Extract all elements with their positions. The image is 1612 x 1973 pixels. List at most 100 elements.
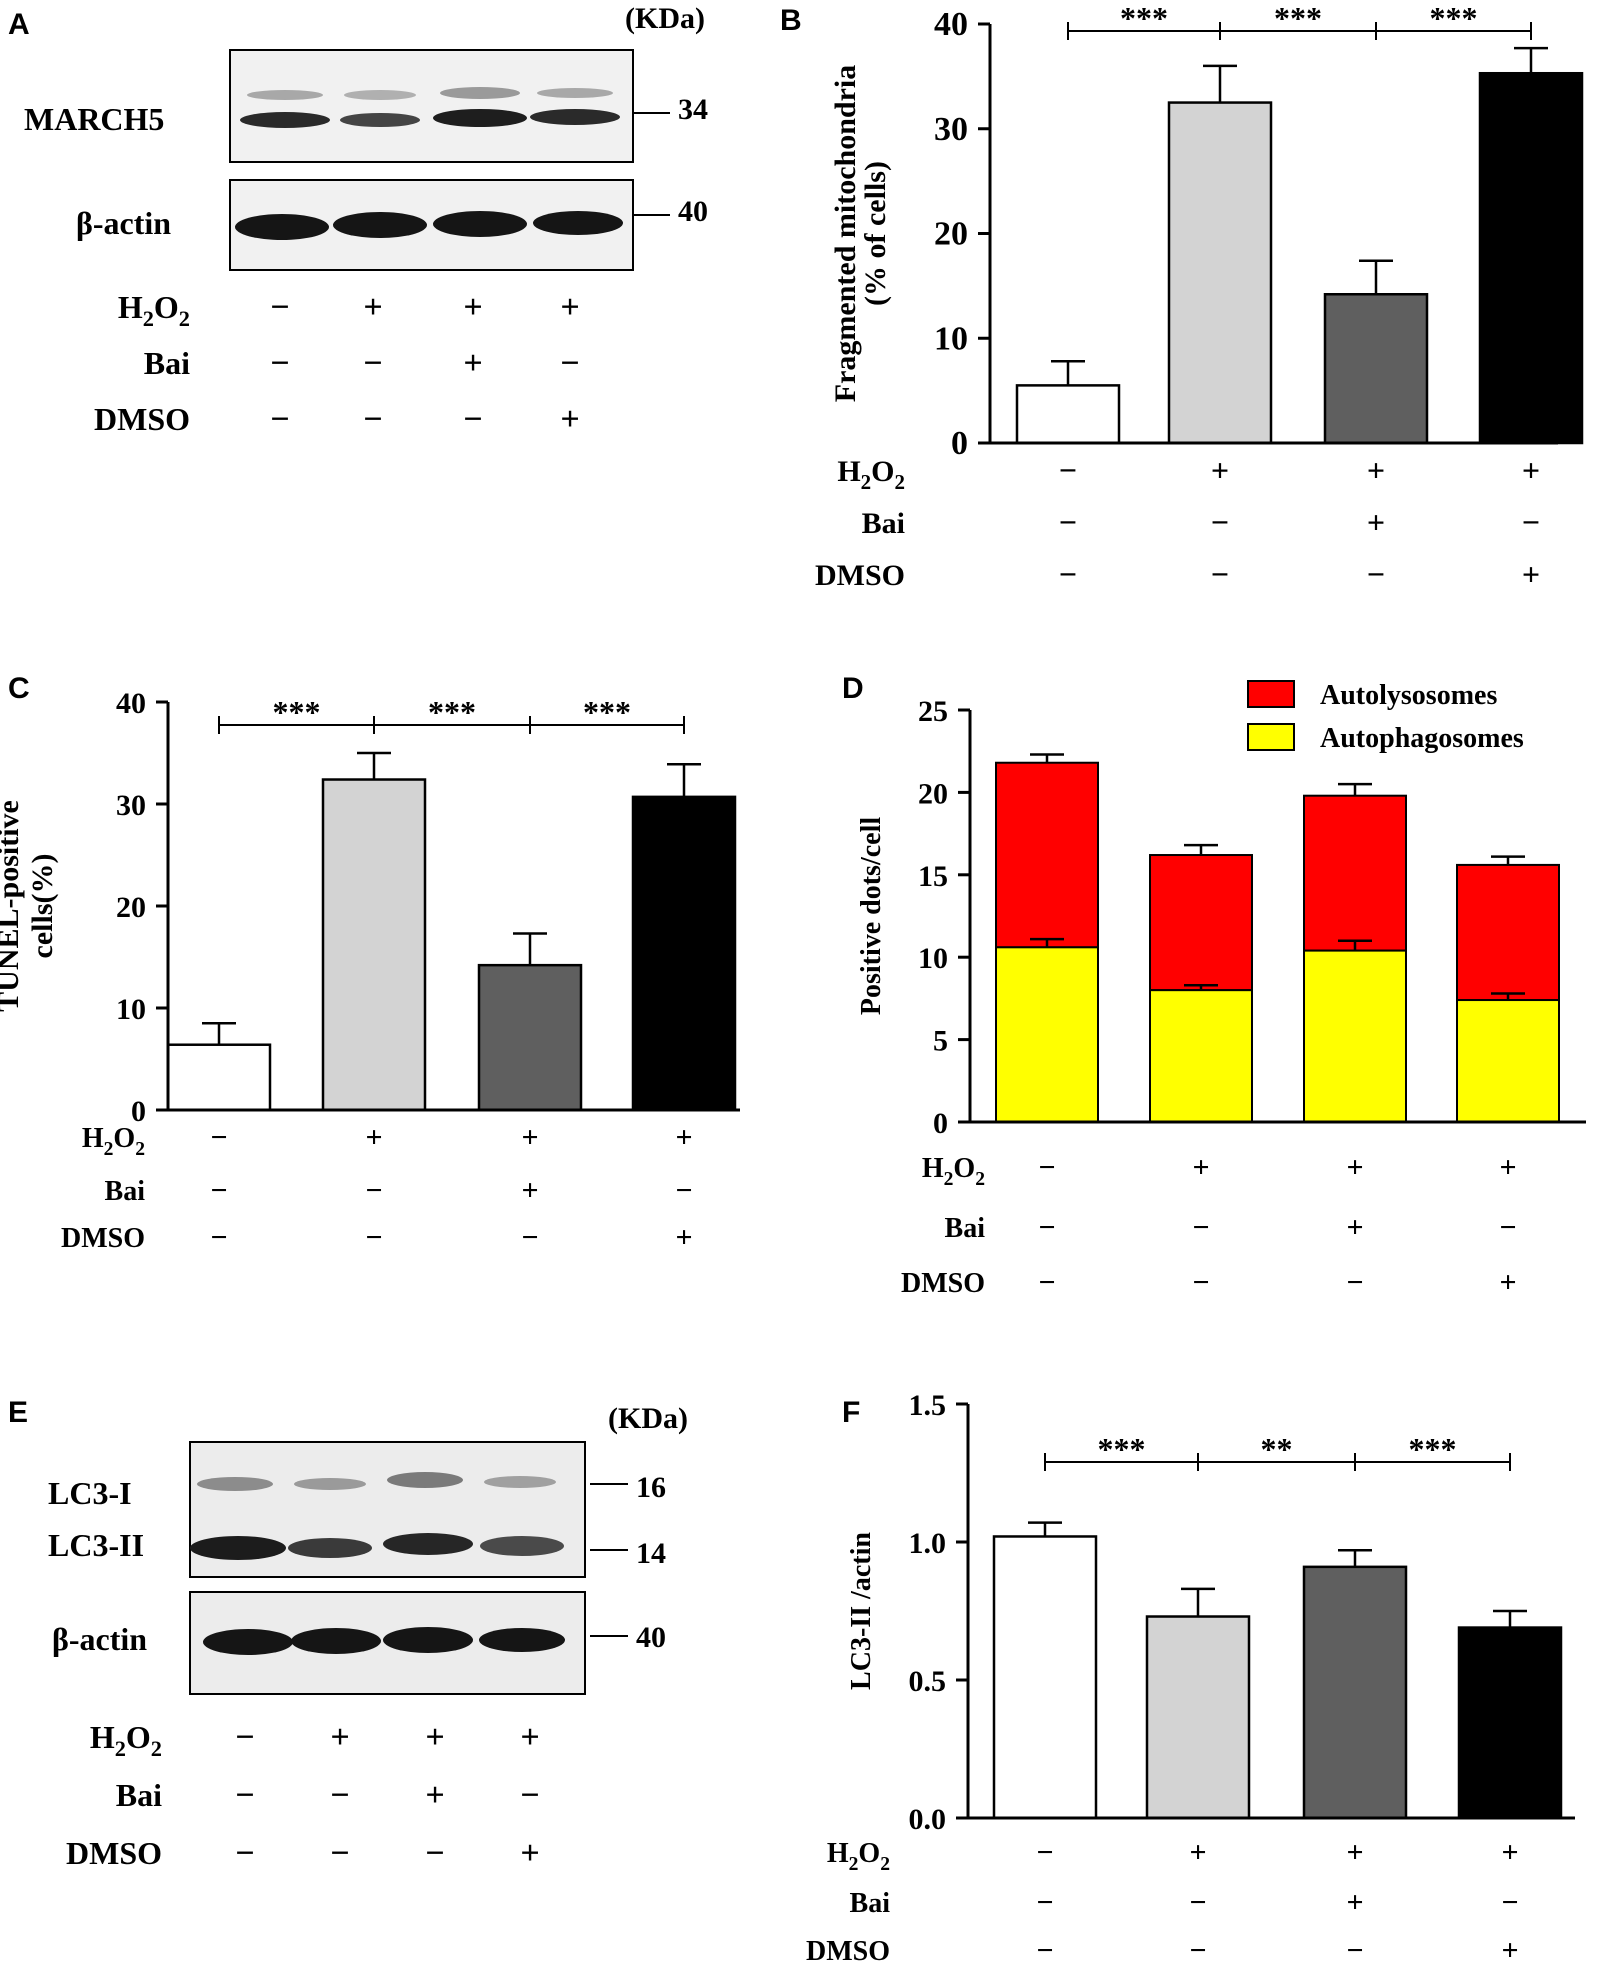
bar bbox=[1145, 1615, 1251, 1820]
condition-symbol: − bbox=[1036, 1836, 1053, 1869]
bar-segment-autolysosomes bbox=[1456, 863, 1560, 1002]
condition-symbol: + bbox=[1522, 452, 1540, 488]
bar bbox=[477, 963, 583, 1112]
condition-row-label: H2O2 bbox=[118, 289, 190, 331]
blot-frame bbox=[229, 49, 634, 163]
y-tick-label: 1.0 bbox=[909, 1527, 947, 1560]
condition-row-label: DMSO bbox=[815, 559, 905, 592]
y-tick-label: 10 bbox=[116, 993, 146, 1026]
condition-symbol: + bbox=[425, 1777, 444, 1814]
kda-unit-a: (KDa) bbox=[625, 2, 705, 35]
condition-symbol: − bbox=[1346, 1266, 1363, 1299]
significance-label: *** bbox=[1430, 0, 1478, 36]
condition-symbol: − bbox=[210, 1121, 227, 1154]
condition-row-label: DMSO bbox=[806, 1936, 890, 1967]
blot-band bbox=[288, 1538, 372, 1558]
y-tick-label: 20 bbox=[918, 777, 948, 810]
chart-positive-dots: 0 5 10 15 20 25 Positive dots/cell bbox=[856, 695, 1586, 1140]
blot-band bbox=[291, 1628, 381, 1654]
condition-symbol: − bbox=[210, 1174, 227, 1207]
blot-band bbox=[383, 1533, 473, 1555]
y-axis-label: LC3-II /actin bbox=[846, 1532, 877, 1690]
condition-symbol: + bbox=[1499, 1151, 1516, 1184]
y-tick-label: 10 bbox=[918, 942, 948, 975]
significance-label: *** bbox=[273, 694, 321, 730]
protein-label: LC3-II bbox=[48, 1527, 144, 1563]
blot-band-faint bbox=[440, 87, 520, 99]
condition-row-label: Bai bbox=[116, 1777, 162, 1813]
bar bbox=[1302, 1565, 1408, 1820]
blot-beta-actin-a: β-actin 40 bbox=[76, 179, 708, 271]
condition-symbol: − bbox=[210, 1221, 227, 1254]
condition-symbol: + bbox=[560, 289, 579, 326]
blot-band bbox=[197, 1477, 273, 1491]
condition-symbol: − bbox=[365, 1221, 382, 1254]
kda-marker: 40 bbox=[678, 195, 708, 228]
condition-symbol: − bbox=[1036, 1934, 1053, 1967]
blot-band bbox=[333, 212, 427, 238]
y-tick-label: 0 bbox=[933, 1107, 948, 1140]
condition-table-e: H2O2 − + + + Bai − − + − DMSO − − − + bbox=[66, 1719, 540, 1872]
significance-label: *** bbox=[583, 694, 631, 730]
condition-symbol: − bbox=[1499, 1211, 1516, 1244]
bar bbox=[166, 1043, 272, 1112]
condition-symbol: + bbox=[1346, 1211, 1363, 1244]
condition-symbol: + bbox=[1499, 1266, 1516, 1299]
blot-band bbox=[240, 112, 330, 128]
condition-symbol: − bbox=[1189, 1886, 1206, 1919]
blot-band-faint bbox=[344, 90, 416, 100]
condition-symbol: − bbox=[521, 1221, 538, 1254]
condition-symbol: + bbox=[1346, 1151, 1363, 1184]
condition-row-label: Bai bbox=[862, 507, 905, 540]
y-tick-label: 30 bbox=[934, 111, 968, 148]
condition-table-c: H2O2 − + + + Bai − − + − DMSO − − − + bbox=[61, 1121, 693, 1254]
condition-symbol: − bbox=[1189, 1934, 1206, 1967]
y-tick-label: 0 bbox=[951, 425, 968, 462]
protein-label: β-actin bbox=[76, 205, 171, 241]
blot-band bbox=[387, 1472, 463, 1488]
bar-segment-autolysosomes bbox=[995, 761, 1099, 949]
y-axis-label: TUNEL-positive bbox=[0, 800, 25, 1012]
condition-symbol: − bbox=[365, 1174, 382, 1207]
condition-row-label: DMSO bbox=[61, 1223, 145, 1254]
condition-symbol: − bbox=[363, 401, 382, 438]
condition-row-label: H2O2 bbox=[837, 455, 905, 494]
condition-row-label: DMSO bbox=[94, 401, 190, 437]
condition-symbol: − bbox=[675, 1174, 692, 1207]
y-axis-label: cells(%) bbox=[26, 854, 59, 959]
condition-symbol: + bbox=[425, 1719, 444, 1756]
condition-row-label: Bai bbox=[105, 1176, 146, 1207]
y-tick-label: 0.0 bbox=[909, 1803, 947, 1836]
significance-label: *** bbox=[1098, 1431, 1146, 1467]
blot-band bbox=[484, 1476, 556, 1488]
condition-symbol: − bbox=[1346, 1934, 1363, 1967]
protein-label: MARCH5 bbox=[24, 101, 164, 137]
bar bbox=[1015, 384, 1121, 445]
bar bbox=[1323, 293, 1429, 445]
bar bbox=[631, 795, 737, 1112]
y-tick-label: 1.5 bbox=[909, 1389, 947, 1422]
condition-table-d: H2O2 − + + + Bai − − + − DMSO − − − + bbox=[901, 1151, 1517, 1299]
y-tick-label: 40 bbox=[116, 687, 146, 720]
condition-symbol: − bbox=[270, 401, 289, 438]
blot-band bbox=[383, 1627, 473, 1653]
condition-row-label: Bai bbox=[144, 345, 190, 381]
significance-label: ** bbox=[1261, 1431, 1293, 1467]
y-axis-label: Fragmented mitochondria bbox=[829, 65, 862, 402]
condition-symbol: − bbox=[425, 1835, 444, 1872]
condition-row-label: DMSO bbox=[901, 1268, 985, 1299]
condition-table-b: H2O2 − + + + Bai − − + − DMSO − − − + bbox=[815, 452, 1540, 592]
condition-symbol: + bbox=[330, 1719, 349, 1756]
condition-symbol: − bbox=[1059, 504, 1077, 540]
condition-symbol: − bbox=[1059, 556, 1077, 592]
kda-marker: 40 bbox=[636, 1621, 666, 1654]
panel-letter-a: A bbox=[8, 8, 30, 41]
protein-label: LC3-I bbox=[48, 1475, 132, 1511]
y-tick-label: 25 bbox=[918, 695, 948, 728]
condition-symbol: − bbox=[1038, 1266, 1055, 1299]
kda-unit-e: (KDa) bbox=[608, 1402, 688, 1435]
chart-fragmented-mitochondria: 0 10 20 30 40 Fragmented mitochondria(% of ce… bbox=[829, 0, 1584, 462]
bar bbox=[1167, 101, 1273, 445]
bar bbox=[992, 1535, 1098, 1820]
